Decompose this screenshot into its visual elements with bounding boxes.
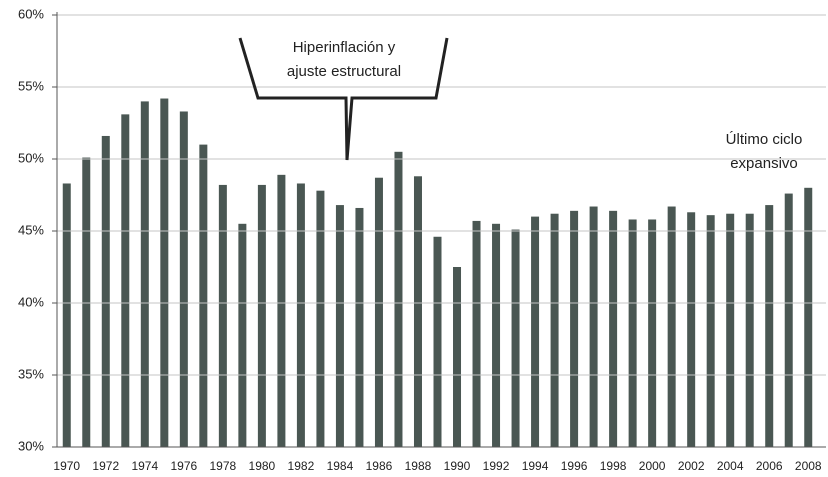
bar (784, 193, 793, 447)
bar (160, 98, 169, 448)
bar (218, 184, 227, 448)
brace (238, 37, 449, 161)
bar (82, 157, 91, 447)
annotation: ajuste estructural (287, 63, 401, 80)
x-tick-label: 1988 (405, 459, 432, 473)
bar (277, 174, 286, 447)
x-tick-label: 1982 (288, 459, 315, 473)
bar (101, 135, 110, 447)
y-tick-label: 30% (18, 438, 44, 453)
y-tick-label: 40% (18, 294, 44, 309)
x-tick-label: 2004 (717, 459, 744, 473)
bar (687, 212, 696, 447)
bar (511, 229, 520, 447)
y-tick-label: 35% (18, 366, 44, 381)
bar (355, 207, 364, 447)
bar (316, 190, 325, 447)
x-tick-label: 2002 (678, 459, 705, 473)
bar (589, 206, 598, 447)
bar (492, 223, 501, 447)
bar (62, 183, 71, 448)
bar (433, 236, 442, 447)
bar (628, 219, 637, 447)
bar (765, 205, 774, 447)
bar (296, 183, 305, 448)
x-tick-label: 1980 (249, 459, 276, 473)
x-tick-label: 2008 (795, 459, 822, 473)
annotation: Hiperinflación y (293, 39, 396, 56)
x-tick-label: 1978 (210, 459, 237, 473)
bar (472, 220, 481, 447)
bar (570, 210, 579, 447)
bar (257, 184, 266, 448)
bar (667, 206, 676, 447)
x-tick-label: 1984 (327, 459, 354, 473)
x-tick-label: 1986 (366, 459, 393, 473)
annotation: expansivo (730, 155, 798, 172)
x-tick-label: 1992 (483, 459, 510, 473)
x-tick-label: 1996 (561, 459, 588, 473)
bar (726, 213, 735, 447)
x-tick-label: 2000 (639, 459, 666, 473)
x-tick-label: 1994 (522, 459, 549, 473)
x-tick-label: 1998 (600, 459, 627, 473)
x-tick-label: 1974 (131, 459, 158, 473)
bar (648, 219, 657, 447)
bar (238, 223, 247, 447)
bar (140, 101, 149, 448)
bar (335, 205, 344, 447)
x-tick-label: 1976 (170, 459, 197, 473)
x-tick-label: 1970 (53, 459, 80, 473)
y-tick-label: 55% (18, 78, 44, 93)
x-tick-label: 2006 (756, 459, 783, 473)
bar (179, 111, 188, 447)
bar (394, 151, 403, 448)
bar (453, 267, 462, 447)
bar (804, 187, 813, 448)
bar (550, 213, 559, 447)
bar (706, 215, 715, 447)
bar (374, 177, 383, 447)
bar (413, 176, 422, 447)
bar (609, 210, 618, 447)
y-tick-label: 60% (18, 6, 44, 21)
bar (745, 213, 754, 447)
x-tick-label: 1990 (444, 459, 471, 473)
bar (199, 144, 208, 447)
annotation: Último ciclo (726, 131, 803, 148)
bar (121, 114, 130, 448)
y-tick-label: 50% (18, 150, 44, 165)
bar (531, 216, 540, 447)
x-tick-label: 1972 (92, 459, 119, 473)
y-tick-label: 45% (18, 222, 44, 237)
